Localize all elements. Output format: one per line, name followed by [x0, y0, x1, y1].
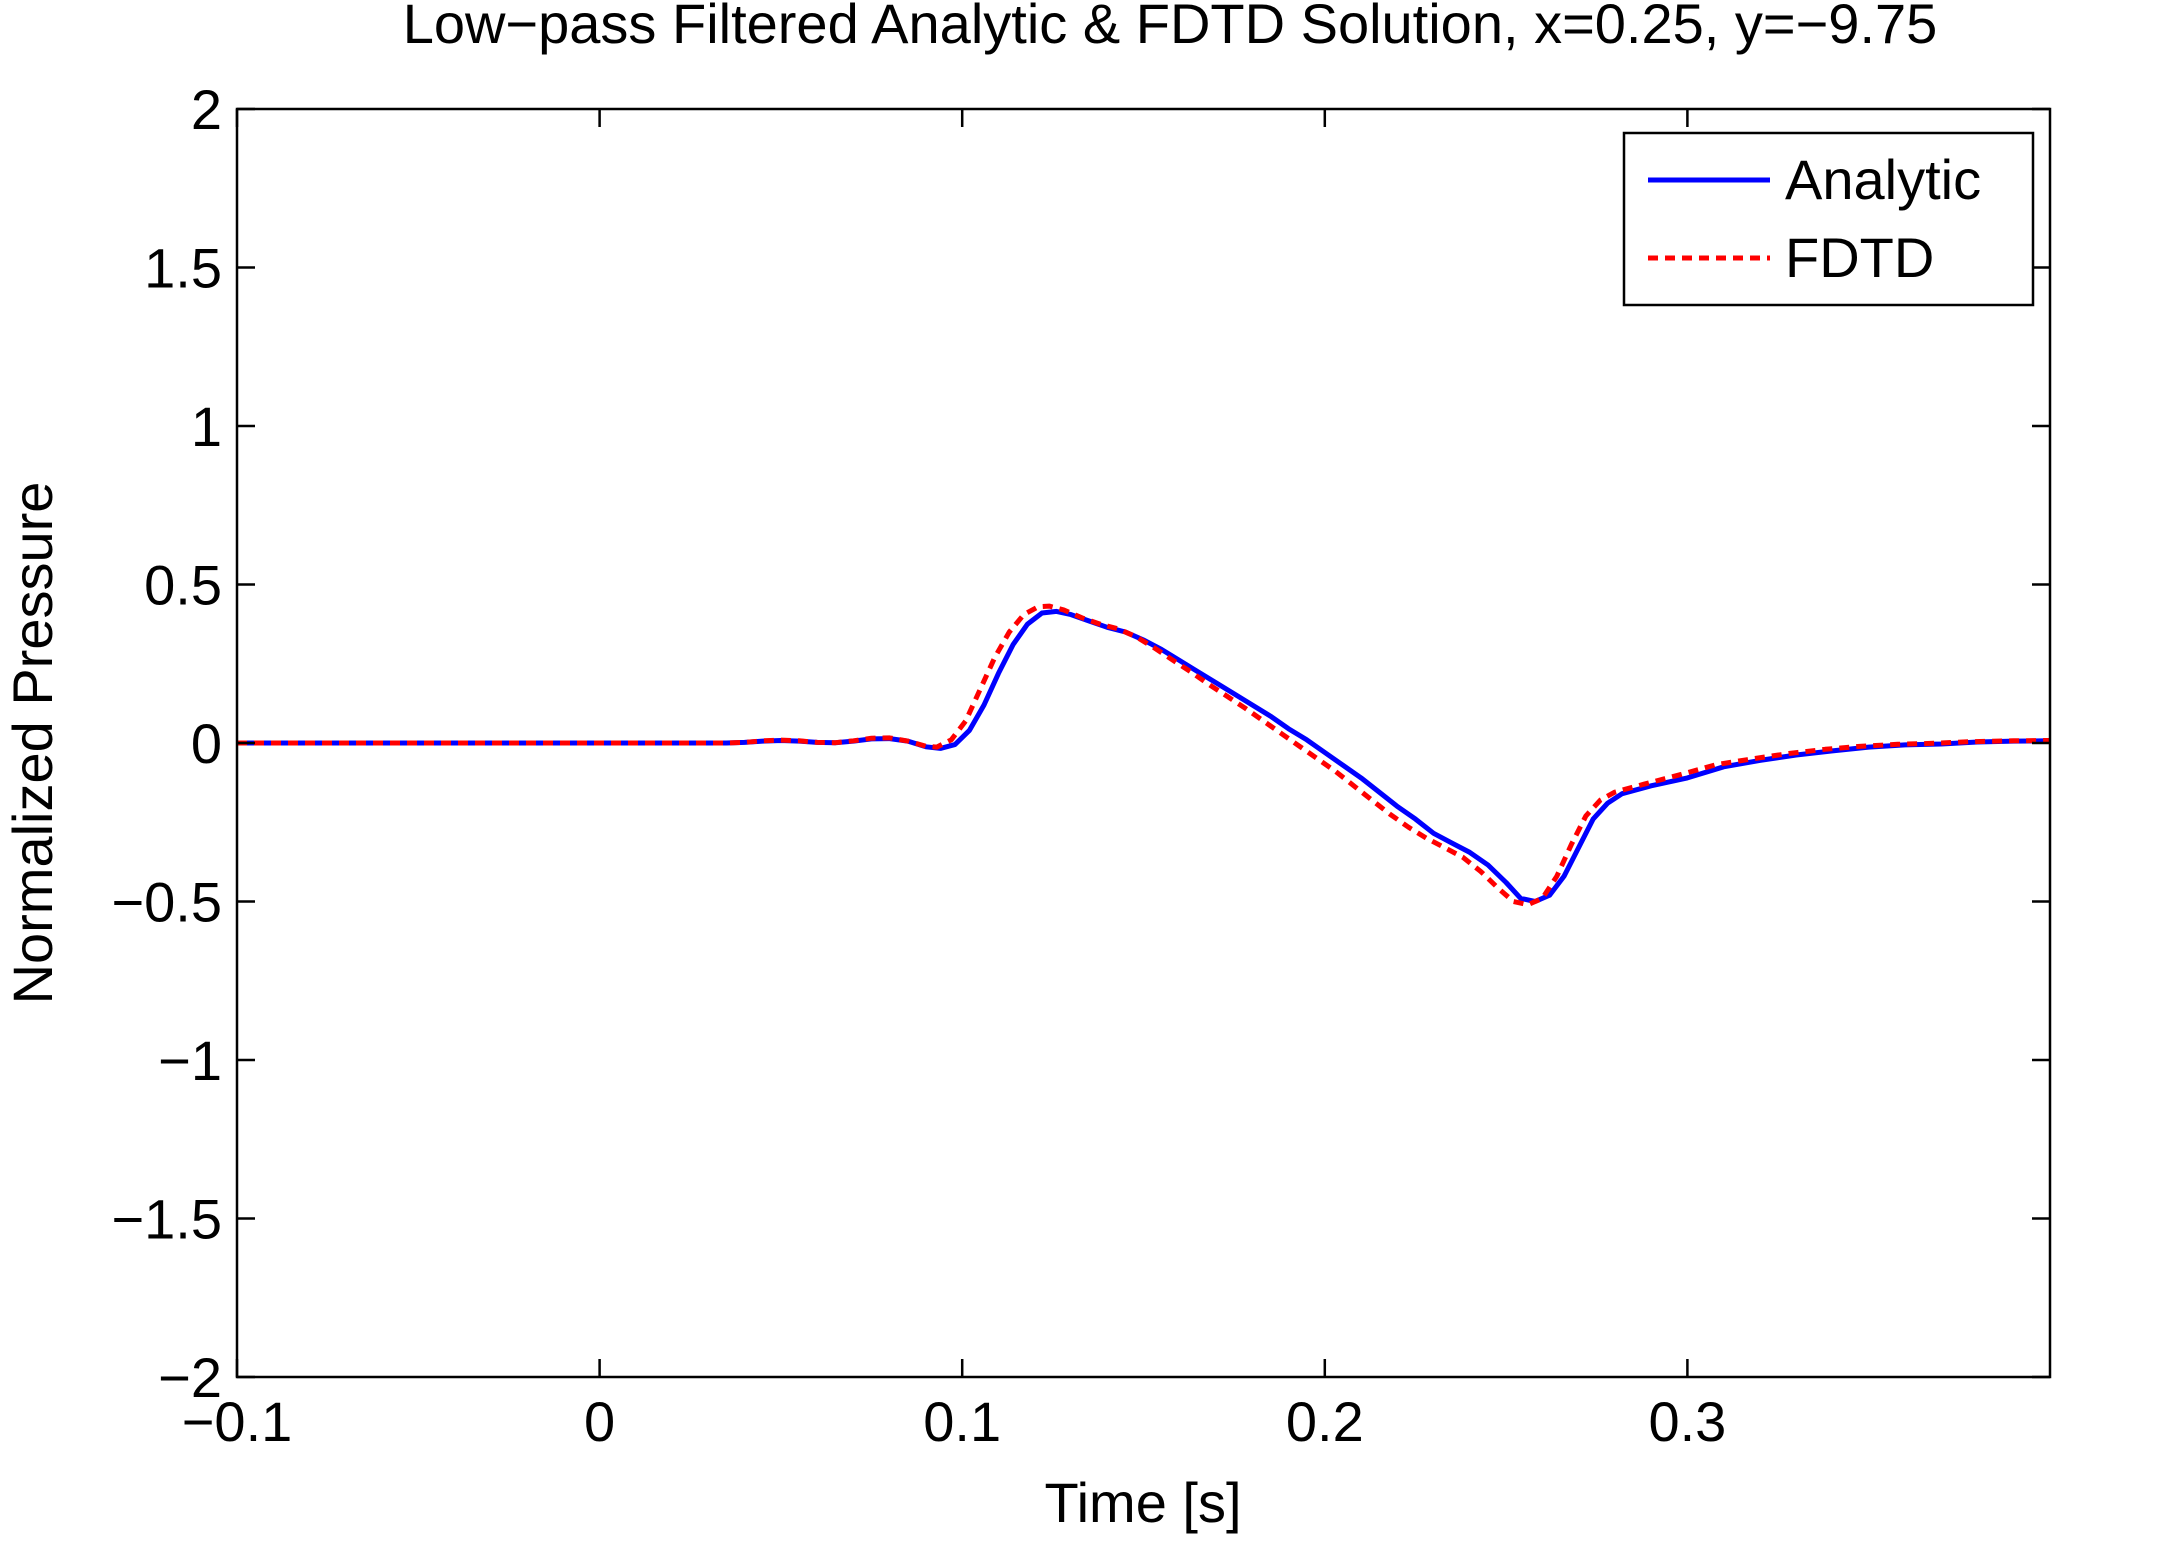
x-tick-label: 0.3	[1648, 1390, 1726, 1453]
legend-label-analytic: Analytic	[1785, 148, 1981, 211]
legend-label-fdtd: FDTD	[1785, 226, 1934, 289]
y-tick-label: 2	[191, 78, 222, 141]
legend: Analytic FDTD	[1622, 131, 2035, 307]
x-tick-labels: −0.1 0 0.1 0.2 0.3	[182, 1390, 1727, 1453]
series-line-analytic	[237, 608, 2051, 904]
x-tick-label: 0.1	[923, 1390, 1001, 1453]
y-tick-label: −1	[158, 1029, 222, 1092]
y-tick-label: −0.5	[111, 871, 222, 934]
y-axis-label: Normalized Pressure	[1, 482, 64, 1005]
x-tick-label: −0.1	[182, 1390, 293, 1453]
y-tick-label: 0	[191, 712, 222, 775]
plot-series	[237, 603, 2051, 908]
x-tick-label: 0	[584, 1390, 615, 1453]
y-tick-label: 0.5	[144, 554, 222, 617]
y-tick-label: −1.5	[111, 1188, 222, 1251]
y-tick-label: −2	[158, 1346, 222, 1409]
chart-title: Low−pass Filtered Analytic & FDTD Soluti…	[403, 0, 1938, 55]
y-tick-label: 1.5	[144, 237, 222, 300]
y-tick-label: 1	[191, 395, 222, 458]
x-tick-label: 0.2	[1286, 1390, 1364, 1453]
series-line-fdtd	[237, 603, 2051, 908]
y-tick-labels: −2 −1.5 −1 −0.5 0 0.5 1 1.5 2	[111, 78, 222, 1409]
tick-marks	[235, 107, 2050, 1379]
legend-box	[1622, 131, 2035, 307]
x-axis-label: Time [s]	[1044, 1471, 1241, 1534]
